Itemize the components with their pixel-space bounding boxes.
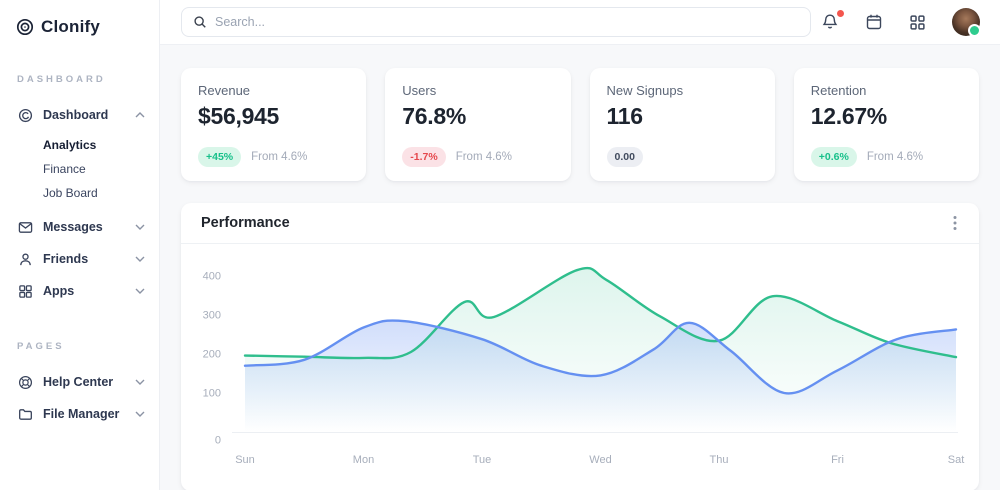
brand-name: Clonify [41, 17, 101, 36]
sidebar-item-friends[interactable]: Friends [0, 243, 159, 275]
status-badge: -1.7% [402, 147, 446, 167]
stat-value: $56,945 [198, 103, 280, 129]
chevron-down-icon [135, 256, 145, 262]
sidebar: Clonify DASHBOARD Dashboard Analytics Fi… [0, 0, 160, 490]
stat-note: From 4.6% [866, 151, 924, 163]
svg-text:300: 300 [203, 310, 221, 322]
svg-text:Sun: Sun [235, 454, 255, 466]
sidebar-subitem-finance[interactable]: Finance [43, 162, 86, 176]
sidebar-item-apps[interactable]: Apps [0, 275, 159, 307]
svg-text:200: 200 [203, 349, 221, 361]
performance-title: Performance [201, 215, 290, 231]
sidebar-item-messages[interactable]: Messages [0, 211, 159, 243]
stat-title: Users [402, 83, 437, 98]
performance-header: Performance [181, 203, 979, 244]
dashboard-icon [17, 108, 33, 123]
calendar-icon[interactable] [865, 13, 883, 31]
svg-text:400: 400 [203, 271, 221, 283]
chevron-down-icon [135, 379, 145, 385]
sidebar-item-help-center[interactable]: Help Center [0, 366, 159, 398]
status-badge: +0.6% [810, 147, 857, 167]
sidebar-item-label: Apps [43, 284, 75, 298]
section-label-dashboard: DASHBOARD [17, 74, 106, 85]
status-badge: +45% [198, 147, 242, 167]
grid-icon [17, 284, 33, 299]
notification-dot [837, 10, 844, 17]
stat-note: From 4.6% [251, 151, 308, 163]
chevron-down-icon [135, 411, 145, 417]
svg-text:Thu: Thu [710, 454, 729, 466]
apps-grid-icon[interactable] [909, 14, 926, 31]
bell-icon[interactable] [821, 10, 844, 31]
svg-text:Fri: Fri [831, 454, 844, 466]
life-ring-icon [17, 375, 33, 390]
topbar [160, 0, 1000, 45]
main-area: Revenue $56,945 +45% From 4.6% Users 76.… [160, 0, 1000, 490]
sidebar-item-file-manager[interactable]: File Manager [0, 398, 159, 430]
clonify-logo-icon [16, 18, 34, 36]
person-icon [17, 252, 33, 267]
svg-text:Mon: Mon [353, 454, 374, 466]
sidebar-item-label: Friends [43, 252, 89, 266]
svg-text:Sat: Sat [948, 454, 965, 466]
user-avatar[interactable] [952, 8, 981, 37]
dashboard-sub-list: Analytics Finance Job Board [0, 133, 159, 205]
sidebar-item-label: Messages [43, 220, 103, 234]
stat-card-users: Users 76.8% -1.7% From 4.6% [385, 68, 571, 181]
stat-card-new-signups: New Signups 116 0.00 [589, 68, 775, 181]
sidebar-item-label: Help Center [43, 375, 114, 389]
sidebar-item-label: Dashboard [43, 108, 109, 122]
stat-value: 76.8% [402, 103, 466, 129]
svg-text:0: 0 [215, 435, 221, 447]
chevron-up-icon [135, 112, 145, 118]
topbar-actions [821, 8, 981, 37]
svg-text:100: 100 [203, 388, 221, 400]
stat-card-retention: Retention 12.67% +0.6% From 4.6% [793, 68, 979, 181]
sidebar-item-label: File Manager [43, 407, 120, 421]
performance-chart-area: 0 100 200 300 400 Sun Mon Tue Wed Thu Fri Sat [181, 244, 979, 490]
kebab-menu-icon[interactable] [951, 213, 959, 233]
status-badge: 0.00 [606, 147, 643, 167]
stat-value: 12.67% [810, 103, 888, 129]
chevron-down-icon [135, 288, 145, 294]
search-input[interactable] [215, 15, 799, 29]
stat-note: From 4.6% [455, 151, 512, 163]
sidebar-item-dashboard[interactable]: Dashboard [0, 99, 159, 131]
chevron-down-icon [135, 224, 145, 230]
svg-text:Wed: Wed [589, 454, 611, 466]
sidebar-subitem-job-board[interactable]: Job Board [43, 186, 98, 200]
performance-chart: 0 100 200 300 400 Sun Mon Tue Wed Thu Fri Sat [203, 266, 965, 466]
search-box[interactable] [181, 7, 811, 37]
sidebar-subitem-analytics[interactable]: Analytics [43, 138, 97, 152]
stat-value: 116 [606, 103, 644, 129]
svg-text:Tue: Tue [473, 454, 492, 466]
stats-row: Revenue $56,945 +45% From 4.6% Users 76.… [181, 68, 979, 181]
section-label-pages: PAGES [17, 341, 65, 352]
folder-icon [17, 407, 33, 422]
logo: Clonify [0, 14, 159, 40]
stat-title: New Signups [606, 83, 684, 98]
stat-card-revenue: Revenue $56,945 +45% From 4.6% [181, 68, 367, 181]
stat-title: Retention [810, 83, 867, 98]
envelope-icon [17, 220, 33, 235]
search-icon [193, 15, 207, 29]
stat-title: Revenue [198, 83, 251, 98]
performance-card: Performance 0 100 200 300 400 Sun Mon Tue Wed Thu… [181, 203, 979, 490]
content: Revenue $56,945 +45% From 4.6% Users 76.… [160, 45, 1000, 490]
